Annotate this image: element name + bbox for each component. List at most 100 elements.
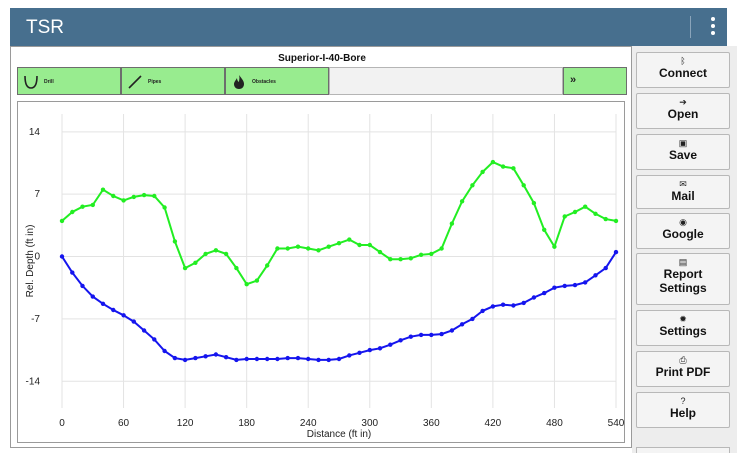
series-0-point [572,209,578,215]
series-0-point [398,257,403,262]
series-1-point [70,270,75,275]
help-button[interactable]: ? Help [636,392,730,428]
series-1-point [572,282,578,288]
series-1-point [429,332,434,338]
series-1-point [295,355,301,361]
series-1-point [542,290,547,296]
google-icon: ◉ [679,217,687,227]
x-tick-label: 120 [177,418,194,429]
series-1-point [603,265,608,271]
series-1-point [511,303,516,308]
settings-button[interactable]: ✹ Settings [636,310,730,346]
next-tools-button[interactable]: » [563,67,627,95]
series-1-point [100,301,106,306]
series-1-point [480,308,485,314]
drill-label: Drill [44,79,54,85]
app-bar-divider [690,16,691,38]
print-pdf-label: Print PDF [655,365,711,379]
series-1-point [244,356,249,362]
report-settings-label-2: Settings [659,281,707,295]
mail-button[interactable]: ✉ Mail [636,175,730,209]
series-1-point [223,355,229,360]
app-title: TSR [26,17,64,38]
y-axis-label: Rel. Depth (ft in) [25,225,36,298]
y-tick-label: -7 [31,314,40,325]
series-0-point [480,169,485,175]
series-1-point [265,356,270,362]
drill-button[interactable]: Drill [17,67,121,95]
series-0-point [470,183,475,188]
series-0-point [131,194,136,200]
open-button[interactable]: ➔ Open [636,93,730,129]
series-1-point [347,353,352,358]
series-0-point [285,246,290,251]
more-button-stub[interactable] [636,447,730,453]
series-0-point [90,202,96,208]
series-0-point [152,193,157,199]
series-0-point [244,282,249,287]
series-1-point [470,316,475,322]
y-tick-label: -14 [26,376,41,387]
save-label: Save [668,148,698,162]
series-0-point [162,205,167,210]
print-icon: ⎙ [679,355,687,365]
series-0-point [603,216,608,222]
open-icon: ➔ [679,97,687,107]
series-1-point [162,348,167,354]
x-tick-label: 0 [59,418,65,429]
series-1-point [418,332,424,338]
series-1-point [172,355,178,361]
series-1-point [254,356,260,362]
series-1-point [531,295,537,300]
series-0-point [459,199,465,204]
series-0-point [388,257,393,262]
print-pdf-button[interactable]: ⎙ Print PDF [636,351,730,387]
series-1-point [552,285,557,290]
series-0-point [275,246,280,251]
series-1-point [316,357,321,363]
x-tick-label: 540 [608,418,624,429]
report-settings-button[interactable]: ▤ Report Settings [636,253,730,305]
series-0-point [70,209,75,215]
series-1-point [408,334,413,339]
series-0-point [500,164,506,169]
bluetooth-icon: ᛒ [680,56,686,66]
series-0-point [583,204,588,209]
connect-button[interactable]: ᛒ Connect [636,52,730,88]
save-button[interactable]: ▣ Save [636,134,730,170]
google-label: Google [662,227,704,241]
connect-label: Connect [659,66,707,80]
series-1-point [193,355,198,361]
series-0-point [223,251,229,257]
series-1-point [90,294,96,299]
help-icon: ? [680,396,686,406]
series-0-point [531,200,537,206]
series-1-point [562,283,567,289]
gear-icon: ✹ [679,314,687,324]
series-1-point [182,357,188,363]
main-panel: Superior-I-40-Bore Drill Pipes Obstacles… [10,46,632,448]
series-0-point [542,227,547,232]
series-1-point [613,249,619,255]
series-0-point [326,244,331,249]
series-1-point [357,350,362,355]
bore-profile-chart[interactable]: 0 60 120 180 240 300 360 420 480 540 14 7 0 -7 -14 Dist… [17,101,625,443]
series-1-point [367,347,372,353]
series-1-point [152,337,157,342]
series-0-point [408,256,413,261]
help-label: Help [669,406,696,420]
obstacles-button[interactable]: Obstacles [225,67,329,95]
more-vert-icon[interactable] [710,15,716,39]
series-1-point [131,319,136,324]
series-1-point [141,328,147,333]
fire-icon [234,75,244,89]
series-0-point [265,263,270,268]
series-0-point [80,204,85,209]
pipes-button[interactable]: Pipes [121,67,225,95]
google-button[interactable]: ◉ Google [636,213,730,249]
series-0-point [418,252,424,257]
series-0-point [193,260,198,265]
series-1-point [326,357,331,363]
series-0-point [367,242,372,248]
series-0-point [141,192,147,198]
